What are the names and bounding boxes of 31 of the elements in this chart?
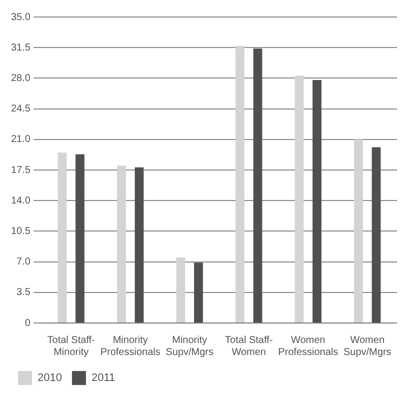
bar xyxy=(176,257,186,322)
y-tick-label: 24.5 xyxy=(10,104,31,115)
y-tick-label: 31.5 xyxy=(10,42,31,54)
bar xyxy=(253,48,262,322)
bar xyxy=(312,80,322,322)
bar xyxy=(372,147,381,322)
y-tick-label: 7.0 xyxy=(16,256,31,268)
bar xyxy=(294,76,304,322)
y-tick-label: 28.0 xyxy=(10,72,31,84)
bar xyxy=(117,166,126,322)
y-tick-label: 17.5 xyxy=(10,164,31,176)
bar xyxy=(236,46,244,322)
legend-label: 2010 xyxy=(38,372,62,384)
y-tick-label: 21.0 xyxy=(10,134,31,146)
y-tick-label: 35.0 xyxy=(10,12,31,23)
y-tick-label: 0 xyxy=(24,318,31,329)
bar xyxy=(76,154,84,322)
x-tick-label: Women Supv/Mgrs xyxy=(343,334,392,358)
bar xyxy=(58,152,67,322)
y-tick-label: 10.5 xyxy=(10,226,31,237)
x-tick-label: Women Professionals xyxy=(278,334,338,358)
x-tick-label: Total Staff-Women xyxy=(225,334,273,358)
bar xyxy=(134,167,144,322)
x-tick-label: Minority Professionals xyxy=(100,334,160,358)
x-tick-label: Minority Supv/Mgrs xyxy=(166,334,214,358)
bar xyxy=(354,139,363,322)
bar xyxy=(194,262,203,322)
x-tick-label: Total Staff-Minority xyxy=(47,334,95,358)
y-tick-label: 3.5 xyxy=(16,287,31,298)
y-tick-label: 14.0 xyxy=(10,195,31,206)
legend-label: 2011 xyxy=(91,372,116,384)
